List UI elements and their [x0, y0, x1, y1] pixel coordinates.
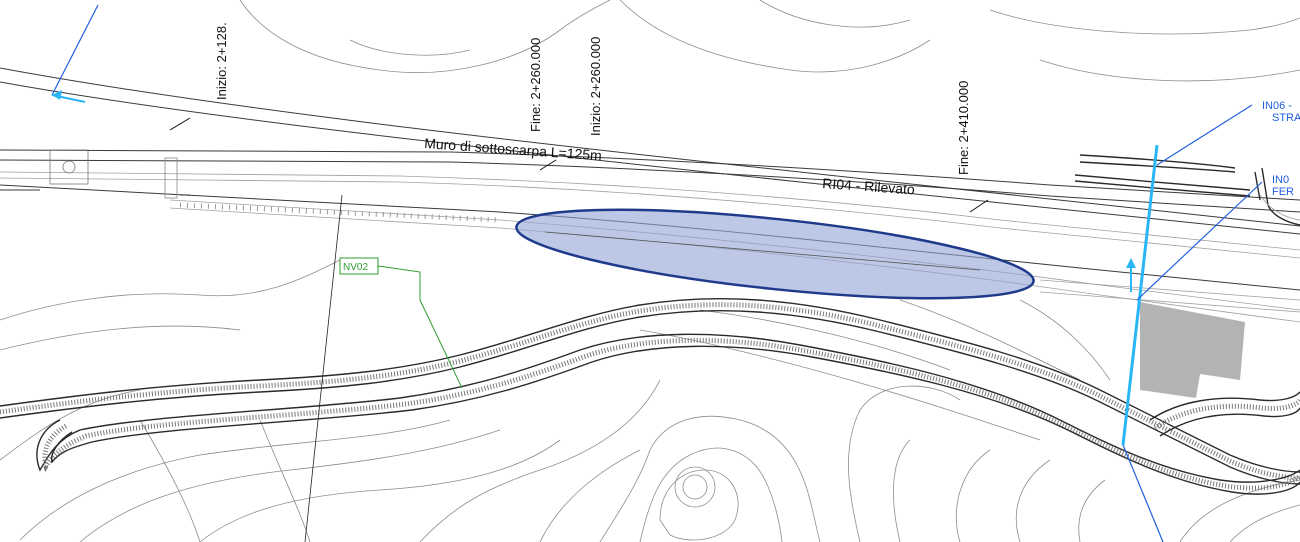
chainage-inizio-260: Inizio: 2+260.000	[588, 37, 603, 136]
section-line	[1121, 144, 1159, 446]
highlight-area	[515, 208, 1035, 300]
leader-lines	[51, 4, 1263, 542]
railway-corridor	[0, 67, 1300, 323]
nv02-label: NV02	[343, 262, 368, 273]
in06-label-line2: STRA	[1272, 112, 1300, 124]
right-label-line2: FER	[1272, 186, 1294, 198]
section-arrow-icon	[1126, 258, 1136, 268]
ri04-label: RI04 - Rilevato	[822, 175, 916, 197]
in06-label-line1: IN06 -	[1262, 100, 1292, 112]
right-label-line1: IN0	[1272, 174, 1289, 186]
winding-road	[0, 297, 1300, 495]
north-arrow-icon	[52, 90, 62, 100]
chainage-fine-410: Fine: 2+410.000	[956, 81, 971, 175]
survey-lines	[180, 194, 343, 542]
chainage-fine-260: Fine: 2+260.000	[528, 38, 543, 132]
building	[1140, 302, 1245, 398]
chainage-inizio-left: Inizio: 2+128.	[214, 22, 229, 100]
muro-label: Muro di sottoscarpa L=125m	[424, 135, 603, 163]
nv02-tag: NV02	[339, 257, 463, 389]
